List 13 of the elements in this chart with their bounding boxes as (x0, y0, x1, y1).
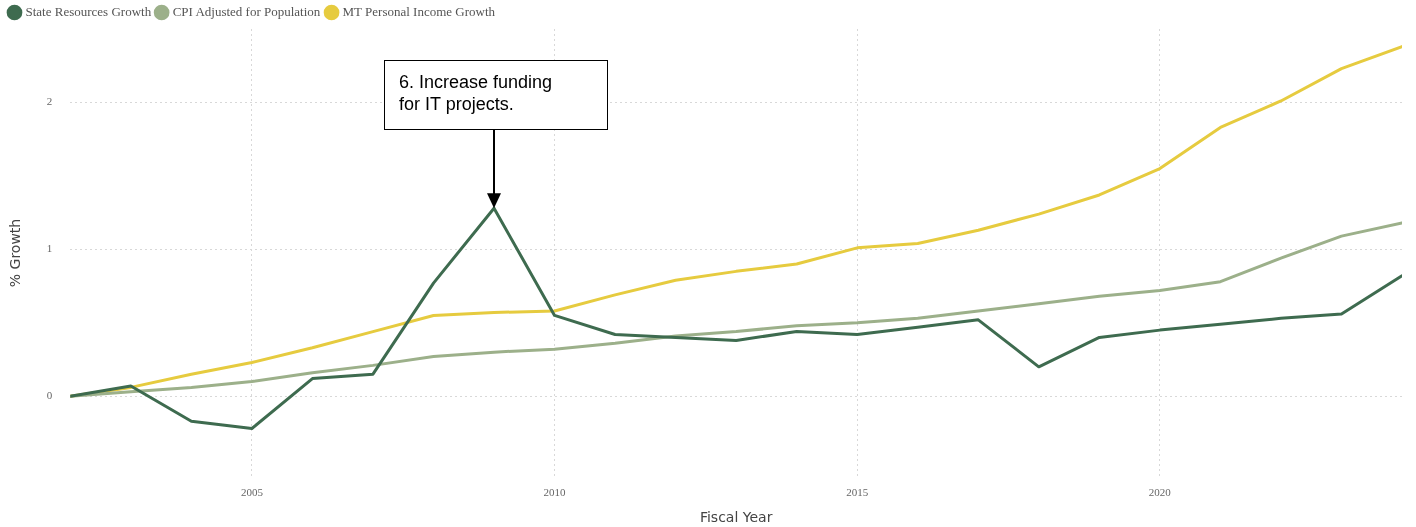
y-tick-label: 2 (46, 95, 53, 108)
y-tick-label: 1 (46, 242, 53, 255)
annotation: 6. Increase funding for IT projects. (399, 71, 554, 115)
legend-label: MT Personal Income Growth (342, 3, 496, 19)
legend-label: CPI Adjusted for Population (172, 3, 321, 19)
x-tick-label: 2005 (240, 486, 264, 499)
x-tick-label: 2020 (1148, 486, 1172, 499)
y-axis-title: % Growth (7, 218, 24, 288)
y-tick-label: 0 (46, 389, 53, 402)
x-axis-title: Fiscal Year (699, 509, 773, 526)
x-tick-label: 2010 (543, 486, 567, 499)
x-tick-label: 2015 (846, 486, 869, 499)
legend-label: State Resources Growth (25, 3, 152, 19)
